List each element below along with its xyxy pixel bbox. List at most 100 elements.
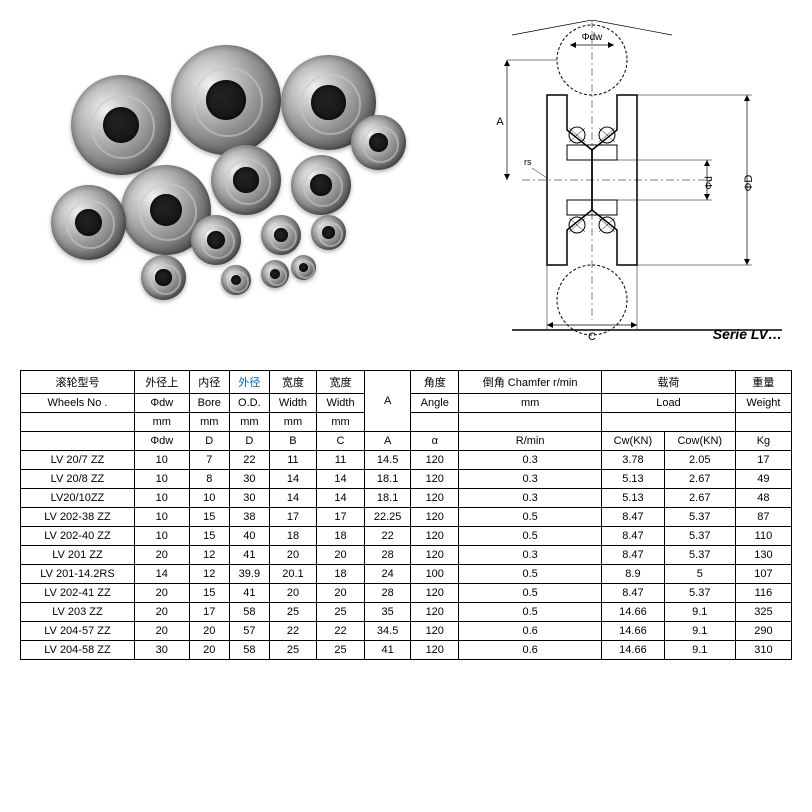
table-cell: 120: [411, 470, 459, 489]
table-cell: LV 201-14.2RS: [21, 565, 135, 584]
table-cell: 120: [411, 641, 459, 660]
table-cell: 2.67: [664, 470, 735, 489]
table-cell: 14.66: [602, 603, 664, 622]
table-cell: 39.9: [230, 565, 270, 584]
table-cell: 14: [317, 470, 365, 489]
table-cell: 9.1: [664, 603, 735, 622]
bearing-icon: [141, 255, 186, 300]
table-row: LV 201-14.2RS141239.920.118241000.58.951…: [21, 565, 792, 584]
table-cell: 5.13: [602, 489, 664, 508]
table-cell: 15: [189, 584, 230, 603]
bearing-icon: [351, 115, 406, 170]
table-cell: 5.37: [664, 546, 735, 565]
dim-C: C: [588, 331, 596, 343]
table-cell: 20: [189, 641, 230, 660]
table-cell: 120: [411, 508, 459, 527]
table-cell: 325: [735, 603, 791, 622]
h-od: O.D.: [230, 394, 270, 413]
table-cell: 30: [230, 489, 270, 508]
table-cell: 22: [230, 451, 270, 470]
table-cell: 12: [189, 565, 230, 584]
table-row: LV 202-41 ZZ2015412020281200.58.475.3711…: [21, 584, 792, 603]
table-cell: 7: [189, 451, 230, 470]
h-A: A: [364, 371, 411, 432]
table-cell: 20.1: [269, 565, 317, 584]
table-cell: 2.05: [664, 451, 735, 470]
table-cell: 110: [735, 527, 791, 546]
table-cell: LV 20/8 ZZ: [21, 470, 135, 489]
h-chamfer: 倒角 Chamfer r/min: [459, 371, 602, 394]
table-cell: 20: [317, 584, 365, 603]
bearing-icon: [71, 75, 171, 175]
table-cell: 18: [269, 527, 317, 546]
table-cell: 10: [189, 489, 230, 508]
serie-label: Serie LV…: [713, 326, 782, 342]
table-row: LV 20/8 ZZ10830141418.11200.35.132.6749: [21, 470, 792, 489]
table-cell: 9.1: [664, 641, 735, 660]
table-cell: 24: [364, 565, 411, 584]
table-cell: 8.47: [602, 584, 664, 603]
bearing-icon: [171, 45, 281, 155]
table-cell: LV 20/7 ZZ: [21, 451, 135, 470]
table-cell: 120: [411, 527, 459, 546]
table-row: LV 202-38 ZZ101538171722.251200.58.475.3…: [21, 508, 792, 527]
table-cell: 22: [317, 622, 365, 641]
table-cell: 8.47: [602, 527, 664, 546]
table-cell: LV 203 ZZ: [21, 603, 135, 622]
table-cell: 120: [411, 489, 459, 508]
h-od-cn[interactable]: 外径: [230, 371, 270, 394]
table-row: LV 204-58 ZZ3020582525411200.614.669.131…: [21, 641, 792, 660]
table-cell: 116: [735, 584, 791, 603]
table-cell: 130: [735, 546, 791, 565]
table-cell: 34.5: [364, 622, 411, 641]
bearing-icon: [291, 255, 316, 280]
table-cell: 3.78: [602, 451, 664, 470]
dim-D: ΦD: [743, 175, 755, 192]
table-cell: 14.66: [602, 622, 664, 641]
table-cell: 20: [134, 603, 189, 622]
h-angle-cn: 角度: [411, 371, 459, 394]
table-cell: 120: [411, 546, 459, 565]
table-cell: 35: [364, 603, 411, 622]
table-cell: 87: [735, 508, 791, 527]
table-cell: 290: [735, 622, 791, 641]
table-cell: 5: [664, 565, 735, 584]
table-cell: 8.47: [602, 508, 664, 527]
h-width1-cn: 宽度: [269, 371, 317, 394]
h-bore-cn: 内径: [189, 371, 230, 394]
table-cell: 22.25: [364, 508, 411, 527]
bearing-icon: [191, 215, 241, 265]
table-cell: 100: [411, 565, 459, 584]
spec-table: 滚轮型号 外径上 内径 外径 宽度 宽度 A 角度 倒角 Chamfer r/m…: [20, 370, 792, 660]
table-cell: 20: [269, 584, 317, 603]
table-cell: 41: [230, 546, 270, 565]
table-cell: LV 204-58 ZZ: [21, 641, 135, 660]
table-cell: 41: [230, 584, 270, 603]
h-dw: Φdw: [134, 394, 189, 413]
table-cell: 8.9: [602, 565, 664, 584]
table-row: LV20/10ZZ101030141418.11200.35.132.6748: [21, 489, 792, 508]
table-cell: 30: [230, 470, 270, 489]
table-cell: 22: [364, 527, 411, 546]
table-cell: 28: [364, 584, 411, 603]
table-cell: 15: [189, 508, 230, 527]
table-cell: 14.5: [364, 451, 411, 470]
h-wheels-cn: 滚轮型号: [21, 371, 135, 394]
table-cell: 14: [134, 565, 189, 584]
table-cell: 25: [269, 603, 317, 622]
table-cell: 18.1: [364, 489, 411, 508]
table-cell: 20: [189, 622, 230, 641]
table-cell: 9.1: [664, 622, 735, 641]
table-cell: 107: [735, 565, 791, 584]
h-dw-cn: 外径上: [134, 371, 189, 394]
table-cell: 40: [230, 527, 270, 546]
table-cell: 2.67: [664, 489, 735, 508]
table-cell: 0.3: [459, 451, 602, 470]
table-cell: 25: [317, 641, 365, 660]
h-width2-cn: 宽度: [317, 371, 365, 394]
table-cell: 25: [269, 641, 317, 660]
table-cell: 10: [134, 527, 189, 546]
table-cell: 5.13: [602, 470, 664, 489]
bearing-photo: [20, 20, 442, 350]
table-cell: 0.6: [459, 622, 602, 641]
